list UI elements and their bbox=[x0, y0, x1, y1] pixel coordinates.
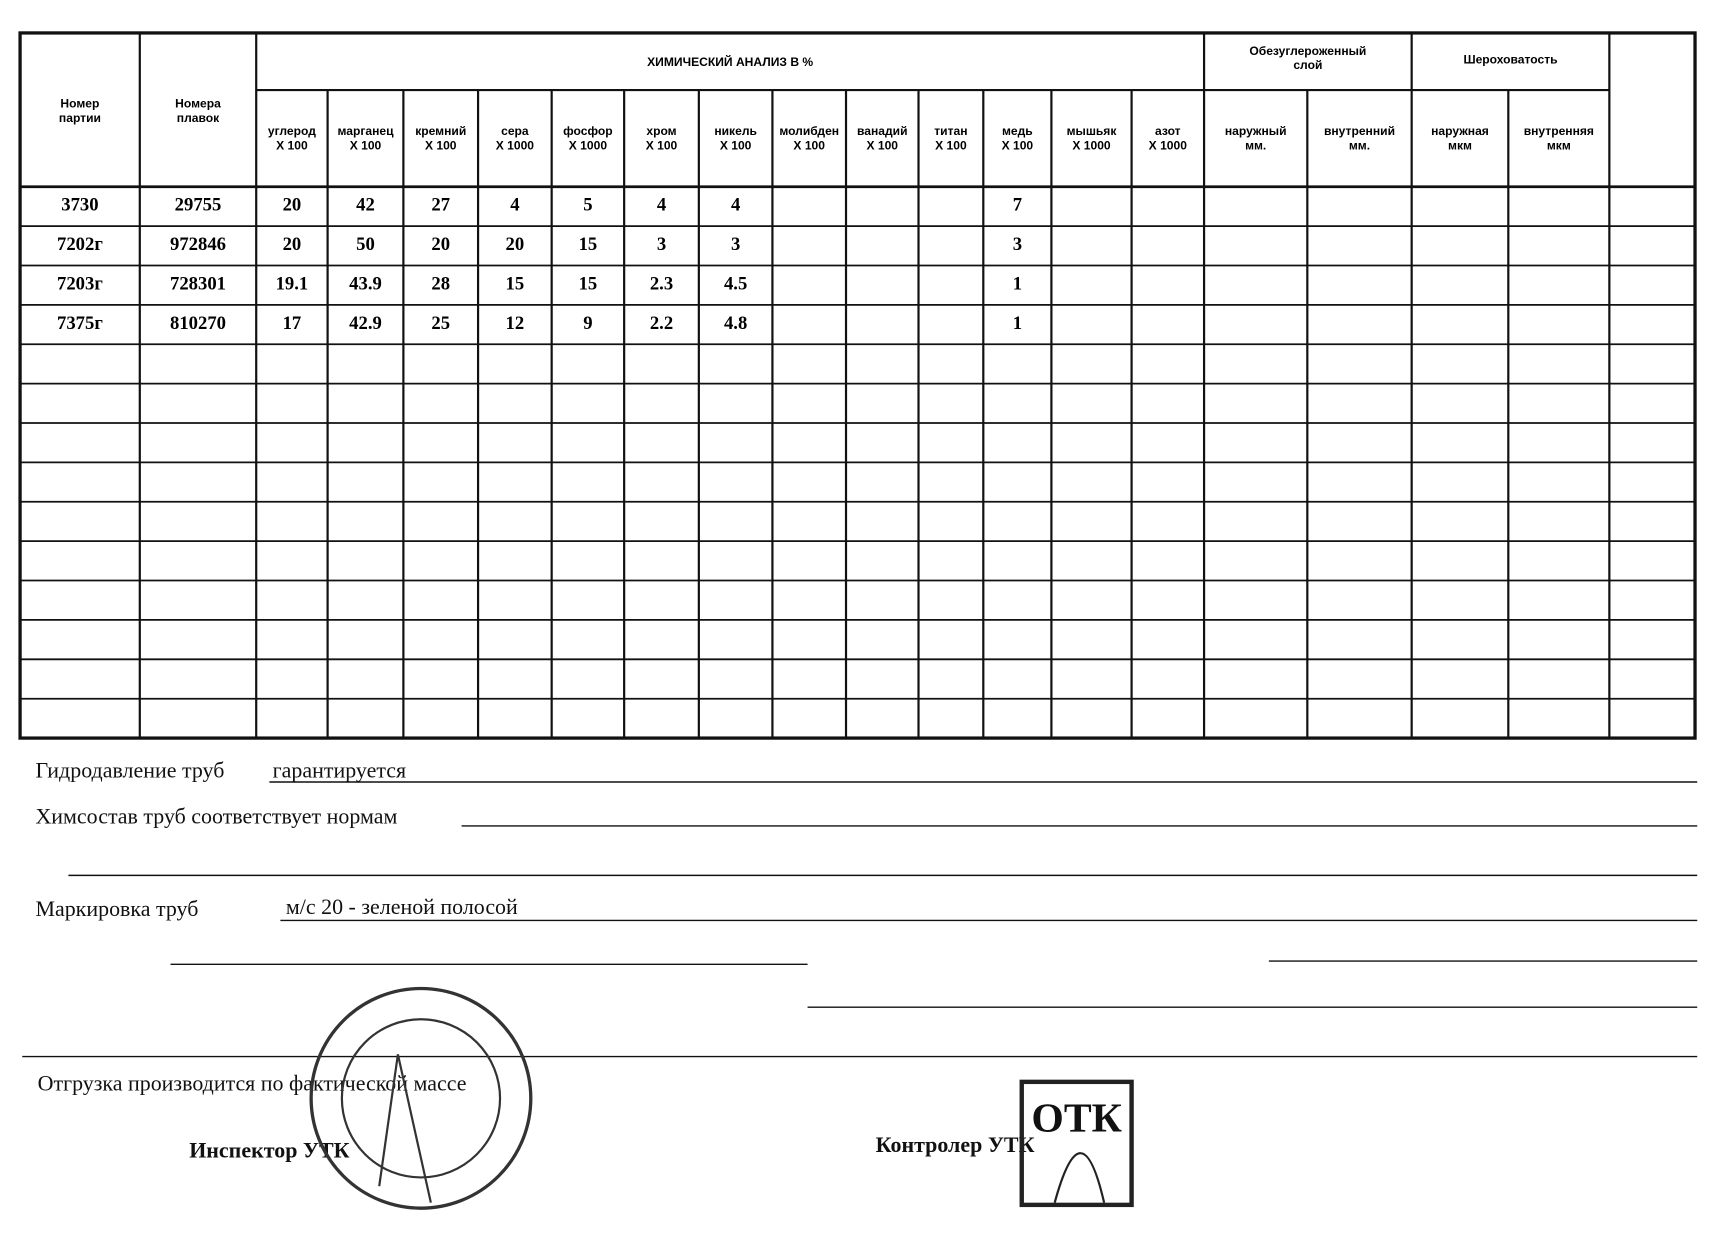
cell: 20 bbox=[431, 234, 450, 255]
cell: 15 bbox=[579, 273, 598, 294]
cell: 28 bbox=[431, 273, 450, 294]
hydro-label: Гидродавление труб bbox=[35, 758, 224, 783]
header-text: никель bbox=[714, 124, 757, 138]
cell: 2.2 bbox=[650, 313, 673, 334]
header-text: кремний bbox=[415, 124, 466, 138]
header-text: ванадий bbox=[857, 124, 908, 138]
header-text: титан bbox=[934, 124, 967, 138]
chem-statement: Химсостав труб соответствует нормам bbox=[35, 804, 397, 829]
cell: 4 bbox=[657, 195, 666, 216]
controller: Контролер УТК bbox=[876, 1132, 1035, 1157]
header-text: X 100 bbox=[793, 138, 825, 152]
header-text: плавок bbox=[177, 111, 220, 125]
cell: 20 bbox=[283, 234, 302, 255]
cell: 2.3 bbox=[650, 273, 673, 294]
header-text: углерод bbox=[268, 124, 316, 138]
table-border bbox=[18, 31, 1697, 740]
header-text: молибден bbox=[779, 124, 839, 138]
cell: 29755 bbox=[175, 195, 222, 216]
header-text: Номер bbox=[60, 97, 99, 111]
cell: 810270 bbox=[170, 313, 226, 334]
header-text: X 100 bbox=[866, 138, 898, 152]
header-text: партии bbox=[59, 111, 101, 125]
cell: 19.1 bbox=[276, 273, 309, 294]
cell: 15 bbox=[506, 273, 525, 294]
header-text: ХИМИЧЕСКИЙ АНАЛИЗ В % bbox=[647, 54, 813, 69]
header-text: мм. bbox=[1245, 138, 1266, 152]
underlines bbox=[22, 781, 1698, 1058]
cell: 1 bbox=[1013, 313, 1022, 334]
header-text: X 100 bbox=[276, 138, 308, 152]
header-text: наружный bbox=[1225, 124, 1287, 138]
header-text: X 100 bbox=[720, 138, 752, 152]
header-text: мкм bbox=[1547, 138, 1571, 152]
cell: 1 bbox=[1013, 273, 1022, 294]
header-text: сера bbox=[501, 124, 529, 138]
header-text: наружная bbox=[1431, 124, 1489, 138]
cell: 12 bbox=[506, 313, 525, 334]
header-text: X 1000 bbox=[569, 138, 608, 152]
cell: 728301 bbox=[170, 273, 226, 294]
cell: 5 bbox=[583, 195, 592, 216]
header-text: азот bbox=[1155, 124, 1181, 138]
cell: 4.5 bbox=[724, 273, 747, 294]
cell: 972846 bbox=[170, 234, 226, 255]
header-text: X 100 bbox=[646, 138, 678, 152]
header-text: X 100 bbox=[1002, 138, 1034, 152]
header-text: внутренний bbox=[1324, 124, 1395, 138]
cell: 4 bbox=[731, 195, 740, 216]
round-stamp bbox=[309, 986, 533, 1210]
cell: 9 bbox=[583, 313, 592, 334]
cell: 4.8 bbox=[724, 313, 747, 334]
header-text: внутренняя bbox=[1524, 124, 1594, 138]
header-text: фосфор bbox=[563, 124, 613, 138]
cell: 17 bbox=[283, 313, 302, 334]
header-text: мкм bbox=[1448, 138, 1472, 152]
table-grid bbox=[18, 31, 1697, 740]
header-text: слой bbox=[1293, 58, 1322, 72]
header-text: X 100 bbox=[935, 138, 967, 152]
cell: 7 bbox=[1013, 195, 1022, 216]
cell: 3 bbox=[1013, 234, 1022, 255]
header-text: X 100 bbox=[350, 138, 382, 152]
cell: 20 bbox=[506, 234, 525, 255]
cell: 25 bbox=[431, 313, 450, 334]
header-text: X 1000 bbox=[496, 138, 535, 152]
cell: 7202г bbox=[57, 234, 103, 255]
cell: 43.9 bbox=[349, 273, 382, 294]
header-text: X 1000 bbox=[1149, 138, 1188, 152]
header-text: Шероховатость bbox=[1463, 53, 1557, 67]
cell: 50 bbox=[356, 234, 375, 255]
cell: 7203г bbox=[57, 273, 103, 294]
stamp-text: ОТК bbox=[1031, 1095, 1122, 1141]
cell: 4 bbox=[510, 195, 519, 216]
cell: 3 bbox=[657, 234, 666, 255]
otk-stamp: ОТК bbox=[1019, 1079, 1134, 1208]
marking-value: м/с 20 - зеленой полосой bbox=[286, 894, 518, 919]
footer: Гидродавление труб гарантируется Химсост… bbox=[22, 758, 1698, 1210]
header-text: X 1000 bbox=[1072, 138, 1111, 152]
cell: 7375г bbox=[57, 313, 103, 334]
cell: 15 bbox=[579, 234, 598, 255]
header-text: Обезуглероженный bbox=[1249, 44, 1366, 58]
marking-label: Маркировка труб bbox=[35, 896, 198, 921]
cell: 27 bbox=[431, 195, 450, 216]
header-text: мышьяк bbox=[1067, 124, 1118, 138]
header-text: хром bbox=[646, 124, 676, 138]
header-text: мм. bbox=[1349, 138, 1370, 152]
table-text: НомерпартииНомераплавокОбезуглероженныйс… bbox=[57, 44, 1594, 334]
cell: 42.9 bbox=[349, 313, 382, 334]
hydro-value: гарантируется bbox=[273, 758, 406, 783]
header-text: марганец bbox=[337, 124, 394, 138]
cell: 3730 bbox=[61, 195, 98, 216]
header-text: Номера bbox=[175, 97, 221, 111]
cell: 42 bbox=[356, 195, 375, 216]
header-text: X 100 bbox=[425, 138, 457, 152]
cell: 20 bbox=[283, 195, 302, 216]
header-text: медь bbox=[1002, 124, 1033, 138]
cell: 3 bbox=[731, 234, 740, 255]
